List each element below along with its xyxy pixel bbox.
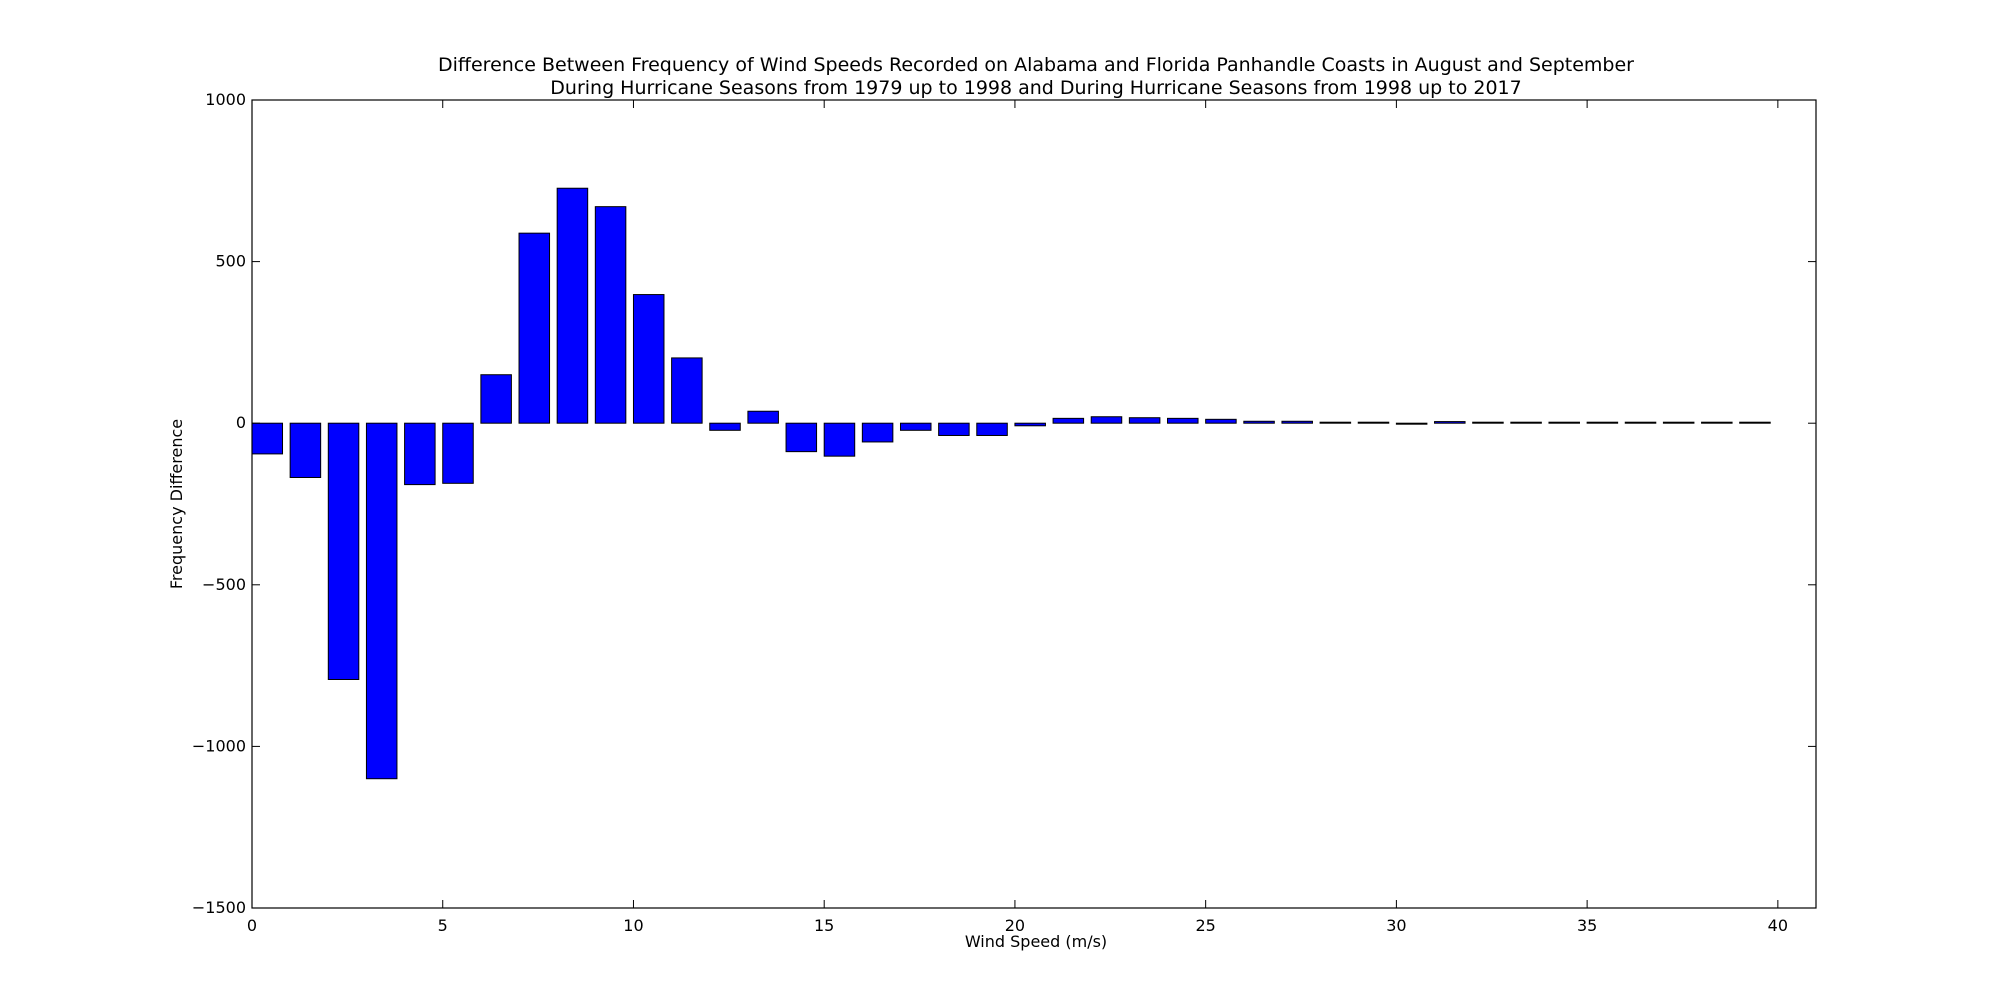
x-tick-label: 40 xyxy=(1768,916,1788,935)
bar-25 xyxy=(1205,418,1237,424)
x-tick-label: 30 xyxy=(1386,916,1406,935)
bar-10 xyxy=(632,294,665,424)
bar-15 xyxy=(823,422,856,457)
bar-5 xyxy=(442,422,474,484)
y-tick-label: −1500 xyxy=(192,898,246,917)
bar-17 xyxy=(899,422,932,431)
y-tick-label: 1000 xyxy=(205,90,246,109)
bar-9 xyxy=(594,206,627,424)
bar-23 xyxy=(1128,417,1161,424)
x-tick-label: 5 xyxy=(438,916,448,935)
bar-39 xyxy=(1739,421,1771,424)
chart-title-line-2: During Hurricane Seasons from 1979 up to… xyxy=(550,77,1521,99)
chart-title: Difference Between Frequency of Wind Spe… xyxy=(438,54,1634,99)
x-tick-label: 25 xyxy=(1195,916,1215,935)
bars xyxy=(251,187,1771,780)
bar-12 xyxy=(709,422,741,431)
bar-19 xyxy=(976,422,1008,436)
bar-32 xyxy=(1472,421,1504,424)
x-axis-label: Wind Speed (m/s) xyxy=(965,932,1107,951)
bar-31 xyxy=(1434,421,1466,424)
plot-area-frame xyxy=(251,99,1817,909)
bar-2 xyxy=(327,422,360,680)
x-tick-label: 10 xyxy=(623,916,643,935)
y-axis-ticks: 1000 500 0 −500 −1000 −1500 xyxy=(192,90,1816,917)
bar-7 xyxy=(518,232,551,424)
bar-18 xyxy=(938,422,970,436)
y-axis-label: Frequency Difference xyxy=(167,419,186,589)
bar-26 xyxy=(1243,420,1275,424)
bar-28 xyxy=(1319,421,1352,424)
bar-21 xyxy=(1052,417,1085,424)
bar-14 xyxy=(785,422,818,453)
bar-0 xyxy=(251,422,284,455)
x-tick-label: 0 xyxy=(247,916,257,935)
y-tick-label: −500 xyxy=(202,575,246,594)
x-tick-label: 35 xyxy=(1577,916,1597,935)
bar-6 xyxy=(480,374,512,424)
x-tick-label: 20 xyxy=(1005,916,1025,935)
bar-22 xyxy=(1090,416,1123,424)
y-tick-label: 500 xyxy=(215,252,246,271)
y-tick-label: −1000 xyxy=(192,736,246,755)
bar-24 xyxy=(1167,417,1199,424)
bar-37 xyxy=(1662,421,1695,424)
y-tick-label: 0 xyxy=(236,413,246,432)
chart-title-line-1: Difference Between Frequency of Wind Spe… xyxy=(438,54,1634,76)
bar-30 xyxy=(1395,422,1428,425)
x-axis-ticks: 0 5 10 15 20 25 30 35 40 xyxy=(247,100,1788,935)
x-tick-label: 15 xyxy=(814,916,834,935)
bar-35 xyxy=(1586,421,1619,424)
bar-33 xyxy=(1510,421,1542,424)
bar-11 xyxy=(671,357,703,424)
bar-27 xyxy=(1281,420,1313,424)
bar-38 xyxy=(1701,421,1733,424)
bar-29 xyxy=(1357,421,1390,424)
bar-1 xyxy=(289,422,322,478)
bar-34 xyxy=(1548,421,1580,424)
bar-3 xyxy=(365,422,398,780)
bar-20 xyxy=(1014,422,1046,427)
bar-16 xyxy=(861,422,894,443)
bar-8 xyxy=(556,187,589,424)
bar-36 xyxy=(1624,421,1657,424)
bar-4 xyxy=(404,422,436,486)
bar-13 xyxy=(747,410,779,424)
